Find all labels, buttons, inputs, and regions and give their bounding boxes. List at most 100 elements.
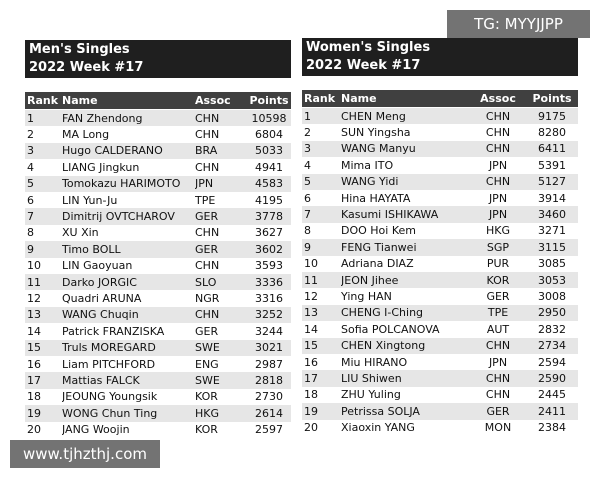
table-cell: 3085 [538,257,566,271]
table-row: 15 Truls MOREGARD SWE 3021 [25,339,291,356]
table-row: 3 Hugo CALDERANO BRA 5033 [25,142,291,160]
table-cell: CHN [485,388,511,402]
table-cell: 20 [304,421,318,435]
table-row: 9 FENG Tianwei SGP 3115 [302,239,578,256]
table-cell: 20 [27,423,41,437]
column-header: Name [62,94,98,107]
table-cell: GER [195,210,219,224]
table-cell: CHN [195,128,220,142]
table-row: 12 Ying HAN GER 3008 [302,288,578,304]
table-cell: HKG [195,406,220,420]
table-title: Women's Singles 2022 Week #17 [302,38,578,76]
table-cell: 18 [304,388,318,402]
table-cell: 7 [27,210,34,224]
table-cell: 3053 [538,273,566,287]
column-header: Name [341,92,377,105]
table-cell: 14 [304,322,318,336]
table-row: 15 CHEN Xingtong CHN 2734 [302,337,578,354]
table-cell: 17 [304,372,318,386]
table-cell: 4 [27,160,34,174]
title-line: Women's Singles [306,40,431,55]
table-cell: Mima ITO [341,158,394,172]
table-cell: 8 [27,226,34,240]
table-cell: Truls MOREGARD [62,341,156,355]
table-cell: 8280 [538,126,566,140]
table-cell: 5391 [538,158,566,172]
table-cell: JPN [488,158,508,172]
table-title: Men's Singles 2022 Week #17 [25,40,291,78]
table-cell: 3008 [538,290,566,304]
table-cell: 2614 [255,406,283,420]
table-cell: 5 [304,175,311,189]
table-cell: 16 [27,357,41,371]
table-cell: CHN [195,226,220,240]
table-cell: 2730 [255,390,283,404]
table-cell: JEOUNG Youngsik [62,390,158,404]
column-header: Points [532,92,572,105]
table-row: 1 CHEN Meng CHN 9175 [302,108,578,125]
table-cell: ENG [195,357,219,371]
table-cell: TPE [195,193,216,207]
table-cell: 2 [27,128,34,142]
table-cell: JPN [488,355,508,369]
table-row: 13 CHENG I-Ching TPE 2950 [302,304,578,322]
table-cell: 12 [27,292,41,306]
table-cell: Darko JORGIC [62,275,137,289]
table-row: 16 Miu HIRANO JPN 2594 [302,354,578,370]
table-row: 14 Sofia POLCANOVA AUT 2832 [302,321,578,337]
table-cell: SWE [195,341,220,355]
table-cell: JANG Woojin [62,423,130,437]
table-row: 20 JANG Woojin KOR 2597 [25,422,291,438]
table-cell: FAN Zhendong [62,111,143,125]
table-cell: 3914 [538,191,566,205]
table-cell: 2384 [538,421,566,435]
table-cell: 11 [27,275,41,289]
column-header: Rank [27,94,59,107]
table-cell: 4941 [255,160,283,174]
table-cell: 2 [304,126,311,140]
table-cell: 15 [304,339,318,353]
table-row: 11 JEON Jihee KOR 3053 [302,272,578,289]
table-cell: 2950 [538,306,566,320]
table-cell: 14 [27,324,41,338]
table-cell: 3778 [255,210,283,224]
table-cell: HKG [485,224,510,238]
table-cell: KOR [195,423,218,437]
table-cell: LIU Shiwen [341,372,402,386]
table-row: 5 Tomokazu HARIMOTO JPN 4583 [25,175,291,192]
table-cell: Ying HAN [341,290,392,304]
table-cell: 2590 [538,372,566,386]
table-cell: CHN [485,126,511,140]
table-cell: 3021 [255,341,283,355]
table-cell: CHN [195,308,220,322]
table-cell: 18 [27,390,41,404]
table-cell: Hina HAYATA [341,191,411,205]
table-cell: GER [486,404,510,418]
table-cell: 6 [304,191,311,205]
table-cell: 19 [27,406,41,420]
table-cell: 3627 [255,226,283,240]
table-cell: LIN Yun-Ju [62,193,118,207]
table-cell: CHN [485,142,511,156]
table-cell: MA Long [62,128,110,142]
table-cell: 8 [304,224,311,238]
table-row: 8 XU Xin CHN 3627 [25,225,291,241]
table-cell: 5127 [538,175,566,189]
table-cell: 5033 [255,144,283,158]
table-cell: 9 [27,242,34,256]
table-cell: 7 [304,208,311,222]
table-cell: NGR [195,292,220,306]
table-cell: 6804 [255,128,283,142]
table-cell: 2832 [538,322,566,336]
table-cell: GER [486,290,510,304]
header-row: Rank Name Assoc Points [302,90,578,107]
table-cell: GER [195,242,219,256]
table-cell: 4195 [255,193,283,207]
table-row: 4 LIANG Jingkun CHN 4941 [25,159,291,175]
table-cell: SWE [195,374,220,388]
table-cell: 16 [304,355,318,369]
table-cell: Patrick FRANZISKA [62,324,165,338]
table-cell: CHN [195,111,220,125]
table-row: 9 Timo BOLL GER 3602 [25,241,291,258]
table-cell: 1 [27,111,34,125]
